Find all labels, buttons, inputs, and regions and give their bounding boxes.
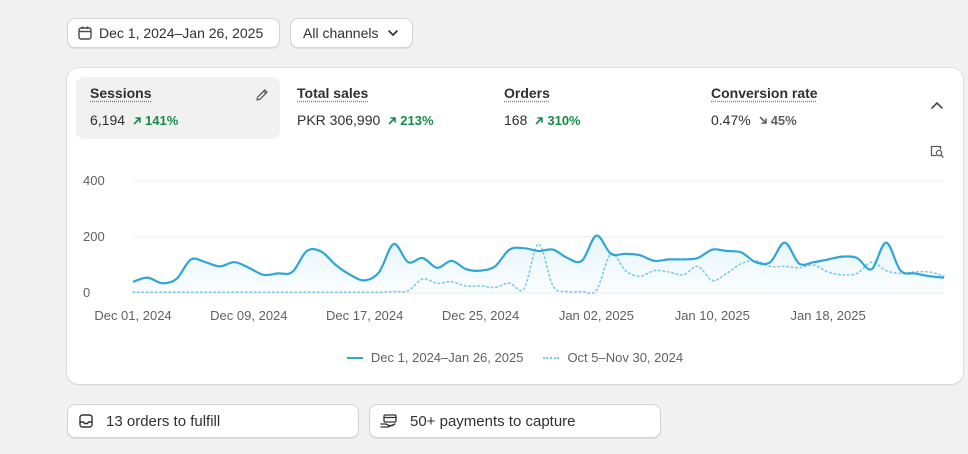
legend-swatch-dotted [543, 356, 560, 359]
orders-to-fulfill-button[interactable]: 13 orders to fulfill [67, 404, 359, 438]
analytics-card: Sessions 6,194 141% Total sales PKR 306,… [67, 68, 963, 384]
arrow-up-right-icon [536, 116, 544, 124]
sessions-chart: 400 200 0 Dec 01, 2024 Dec 09, 2024 Dec 17, 2… [83, 173, 945, 323]
channel-select-button[interactable]: All channels [290, 18, 413, 48]
arrow-down-right-icon [759, 116, 767, 124]
metric-change-value: 213% [400, 112, 434, 128]
metric-change-value: 141% [145, 112, 179, 128]
metric-label: Conversion rate [711, 85, 818, 101]
metric-value: PKR 306,990 [297, 112, 381, 128]
pencil-icon[interactable] [254, 87, 270, 103]
metric-label: Sessions [90, 85, 152, 101]
metric-value: 0.47% [711, 112, 751, 128]
metric-change: 141% [133, 113, 178, 128]
inbox-icon [79, 414, 93, 428]
calendar-icon [78, 26, 92, 40]
orders-to-fulfill-label: 13 orders to fulfill [106, 412, 221, 430]
x-tick-label: Dec 09, 2024 [210, 308, 287, 323]
payments-to-capture-label: 50+ payments to capture [410, 412, 576, 430]
legend-item-previous[interactable]: Oct 5–Nov 30, 2024 [543, 350, 683, 365]
x-tick-label: Jan 10, 2025 [675, 308, 750, 323]
metric-change-value: 310% [547, 112, 581, 128]
chevron-up-icon[interactable] [930, 101, 944, 111]
y-tick-label: 0 [83, 285, 90, 300]
x-tick-label: Jan 02, 2025 [559, 308, 634, 323]
y-tick-label: 200 [83, 229, 105, 244]
metric-orders[interactable]: Orders 168 310% [490, 77, 694, 139]
legend-label-current: Dec 1, 2024–Jan 26, 2025 [370, 350, 524, 365]
chart-zoom-icon[interactable] [929, 143, 945, 159]
chart-legend: Dec 1, 2024–Jan 26, 2025 Oct 5–Nov 30, 2… [67, 350, 963, 365]
legend-swatch-solid [346, 356, 363, 359]
legend-label-previous: Oct 5–Nov 30, 2024 [567, 350, 684, 365]
metric-change: 310% [535, 112, 581, 128]
metric-sessions[interactable]: Sessions 6,194 141% [76, 77, 280, 139]
series-line-current [132, 234, 945, 285]
metric-label: Orders [504, 85, 550, 101]
x-tick-label: Dec 01, 2024 [94, 308, 171, 323]
arrow-up-right-icon [388, 116, 397, 124]
metric-change: 45% [759, 113, 797, 128]
metric-change: 213% [388, 112, 434, 128]
chevron-down-icon [387, 30, 398, 36]
date-range-label: Dec 1, 2024–Jan 26, 2025 [99, 25, 264, 41]
metric-value: 168 [504, 112, 528, 128]
x-tick-label: Dec 25, 2024 [442, 308, 519, 323]
channel-label: All channels [303, 25, 379, 41]
date-range-button[interactable]: Dec 1, 2024–Jan 26, 2025 [67, 18, 280, 48]
legend-item-current[interactable]: Dec 1, 2024–Jan 26, 2025 [346, 350, 524, 365]
y-tick-label: 400 [83, 173, 105, 188]
metric-change-value: 45% [770, 112, 797, 128]
payment-hand-icon [380, 414, 397, 428]
x-tick-label: Jan 18, 2025 [791, 308, 866, 323]
metric-value: 6,194 [90, 112, 126, 128]
x-tick-label: Dec 17, 2024 [326, 308, 403, 323]
series-area-current [133, 235, 944, 293]
arrow-up-right-icon [133, 116, 141, 124]
metric-total-sales[interactable]: Total sales PKR 306,990 213% [283, 77, 487, 139]
metric-label: Total sales [297, 85, 369, 101]
payments-to-capture-button[interactable]: 50+ payments to capture [369, 404, 661, 438]
series-line-previous [132, 243, 945, 295]
metric-conversion-rate[interactable]: Conversion rate 0.47% 45% [697, 77, 901, 139]
